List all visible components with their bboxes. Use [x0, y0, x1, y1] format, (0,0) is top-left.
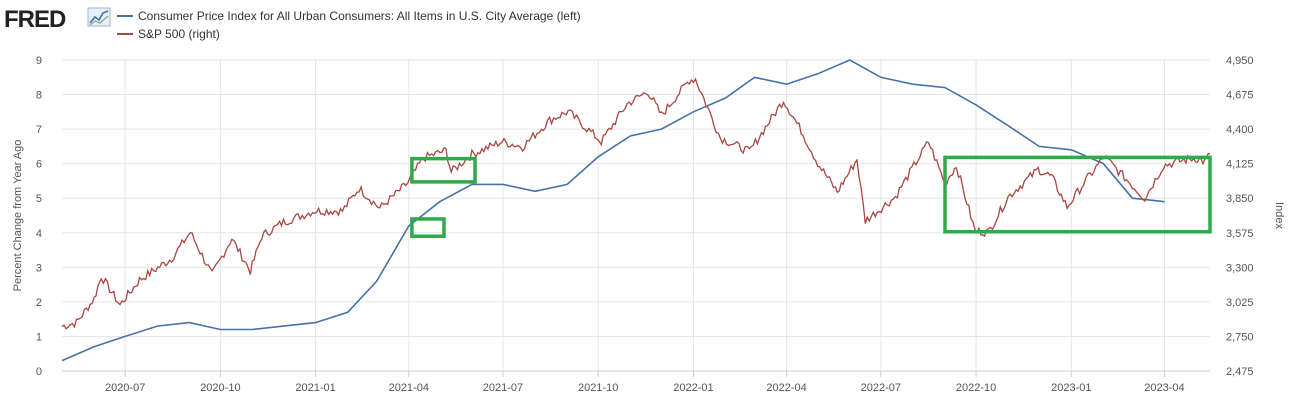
- fred-logo[interactable]: FRED: [4, 5, 112, 31]
- chart-legend: Consumer Price Index for All Urban Consu…: [117, 7, 581, 43]
- y-right-tick-label: 3,300: [1226, 262, 1254, 274]
- y-left-tick-label: 4: [36, 228, 42, 240]
- x-tick-label: 2021-07: [483, 382, 523, 394]
- series-line-cpi[interactable]: [61, 59, 1165, 362]
- y-left-tick-label: 5: [36, 193, 42, 205]
- y-left-tick-label: 1: [36, 331, 42, 343]
- y-right-tick-label: 4,675: [1226, 90, 1254, 102]
- legend-swatch-sp500: [117, 33, 133, 35]
- y-right-tick-label: 3,850: [1226, 193, 1254, 205]
- x-tick-label: 2022-04: [766, 382, 806, 394]
- annotation-box-1: [410, 156, 477, 184]
- series-lines: [61, 59, 1211, 362]
- y-left-tick-label: 3: [36, 262, 42, 274]
- x-tick-label: 2021-10: [578, 382, 618, 394]
- legend-swatch-cpi: [117, 15, 133, 17]
- annotation-box-3: [943, 155, 1212, 234]
- y-left-tick-label: 9: [36, 55, 42, 67]
- right-axis-ticks: 2,475 2,750 3,025 3,300 3,575 3,850 4,125 4,400…: [1226, 55, 1254, 378]
- y-left-tick-label: 8: [36, 90, 42, 102]
- x-tick-label: 2021-04: [389, 382, 429, 394]
- y-right-tick-label: 3,575: [1226, 228, 1254, 240]
- y-left-tick-label: 0: [36, 366, 42, 378]
- x-tick-label: 2023-04: [1144, 382, 1184, 394]
- y-left-tick-label: 7: [36, 124, 42, 136]
- x-tick-label: 2021-01: [295, 382, 335, 394]
- y-right-tick-label: 2,475: [1226, 366, 1254, 378]
- y-left-tick-label: 6: [36, 159, 42, 171]
- x-tick-label: 2020-07: [105, 382, 145, 394]
- y-right-tick-label: 4,950: [1226, 55, 1254, 67]
- y-left-tick-label: 2: [36, 297, 42, 309]
- x-tick-label: 2022-01: [673, 382, 713, 394]
- logo-graph-icon: [87, 7, 111, 27]
- legend-item-cpi[interactable]: Consumer Price Index for All Urban Consu…: [117, 7, 581, 25]
- x-tick-label: 2023-01: [1051, 382, 1091, 394]
- series-line-sp500[interactable]: [61, 77, 1211, 330]
- legend-item-sp500[interactable]: S&P 500 (right): [117, 25, 581, 43]
- y-axis-right-title: Index: [1273, 202, 1285, 229]
- gridlines: [62, 59, 1210, 372]
- y-right-tick-label: 3,025: [1226, 297, 1254, 309]
- x-tick-label: 2020-10: [200, 382, 240, 394]
- left-axis-ticks: 0 1 2 3 4 5 6 7 8 9: [36, 55, 42, 378]
- y-right-tick-label: 2,750: [1226, 331, 1254, 343]
- x-axis-ticks: 2020-07 2020-10 2021-01 2021-04 2021-07 2021-…: [62, 370, 1210, 394]
- x-tick-label: 2022-10: [956, 382, 996, 394]
- y-right-tick-label: 4,125: [1226, 159, 1254, 171]
- legend-label-cpi: Consumer Price Index for All Urban Consu…: [138, 9, 581, 23]
- x-tick-label: 2022-07: [861, 382, 901, 394]
- y-right-tick-label: 4,400: [1226, 124, 1254, 136]
- legend-label-sp500: S&P 500 (right): [138, 27, 220, 41]
- annotation-boxes: [410, 155, 1212, 238]
- annotation-box-2: [410, 217, 446, 238]
- fred-logo-text: FRED: [4, 6, 66, 31]
- y-axis-left-title: Percent Change from Year Ago: [12, 140, 24, 292]
